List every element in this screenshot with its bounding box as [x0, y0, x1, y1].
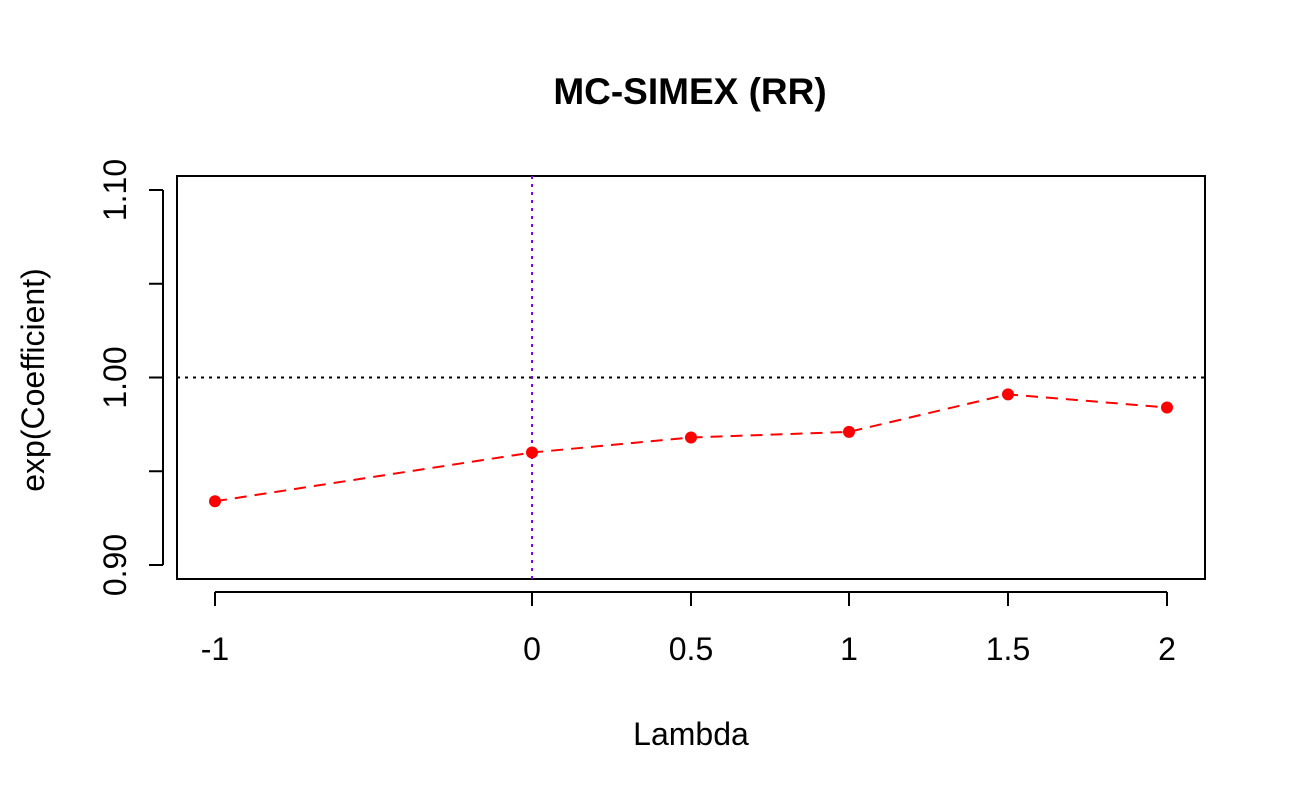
x-tick-label: -1: [201, 631, 229, 667]
series-line: [214, 393, 1168, 503]
x-axis: -1 0 0.5 1 1.5 2: [201, 591, 1176, 667]
data-point: [685, 431, 697, 444]
x-tick-label: 1: [840, 631, 858, 667]
data-point: [526, 446, 538, 459]
data-point: [843, 425, 855, 438]
x-tick-label: 0: [523, 631, 541, 667]
data-point: [1161, 401, 1173, 414]
y-tick-label: 0.90: [97, 534, 133, 596]
series-layer: [209, 388, 1173, 508]
y-axis-title: exp(Coefficient): [15, 268, 51, 492]
reference-lines: [177, 176, 1205, 579]
data-point: [209, 495, 221, 508]
x-tick-label: 2: [1158, 631, 1176, 667]
x-tick-label: 0.5: [669, 631, 713, 667]
chart-title: MC-SIMEX (RR): [553, 71, 826, 112]
x-axis-title: Lambda: [633, 716, 749, 752]
y-tick-label: 1.00: [97, 346, 133, 408]
data-point: [1002, 388, 1014, 401]
y-tick-label: 1.10: [97, 159, 133, 221]
y-axis: 0.90 1.00 1.10: [97, 159, 164, 596]
x-tick-label: 1.5: [986, 631, 1030, 667]
